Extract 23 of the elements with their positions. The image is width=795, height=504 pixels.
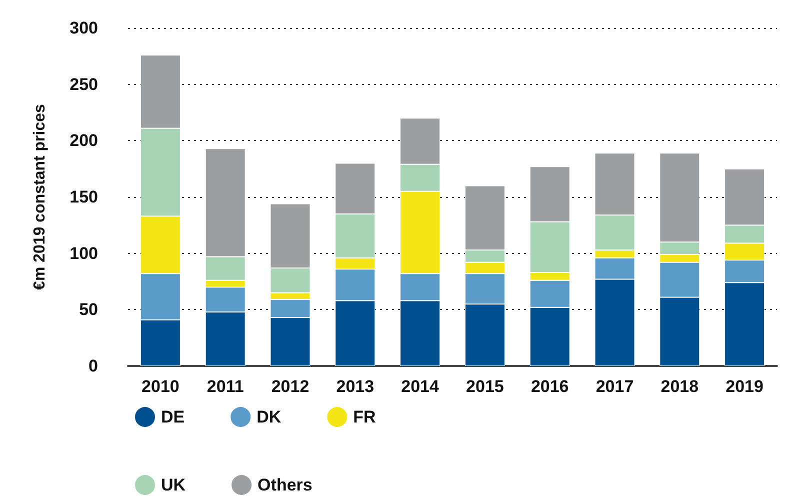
y-tick-label: 100 (70, 244, 98, 263)
y-axis-title: €m 2019 constant prices (32, 104, 48, 290)
x-tick-label: 2011 (206, 377, 244, 396)
x-tick-label: 2017 (596, 377, 634, 396)
legend-label: DK (256, 408, 282, 426)
x-tick-label: 2013 (336, 377, 374, 396)
y-tick-label: 250 (70, 74, 98, 94)
x-tick-label: 2015 (466, 377, 504, 396)
legend-label: DE (161, 408, 185, 426)
x-tick-label: 2016 (530, 377, 569, 396)
x-tick-label: 2019 (726, 377, 764, 396)
legend-label: UK (161, 476, 186, 494)
y-tick-label: 150 (70, 188, 98, 206)
y-tick-label: 0 (88, 356, 98, 376)
y-tick-label: 300 (70, 18, 98, 38)
legend-label: Others (258, 476, 312, 494)
y-tick-label: 200 (70, 131, 98, 150)
legend-label: FR (353, 408, 376, 426)
x-tick-label: 2018 (660, 377, 699, 396)
x-tick-label: 2014 (401, 377, 440, 396)
y-tick-label: 50 (79, 300, 98, 320)
x-tick-label: 2012 (271, 377, 310, 396)
x-tick-label: 2010 (142, 377, 180, 396)
